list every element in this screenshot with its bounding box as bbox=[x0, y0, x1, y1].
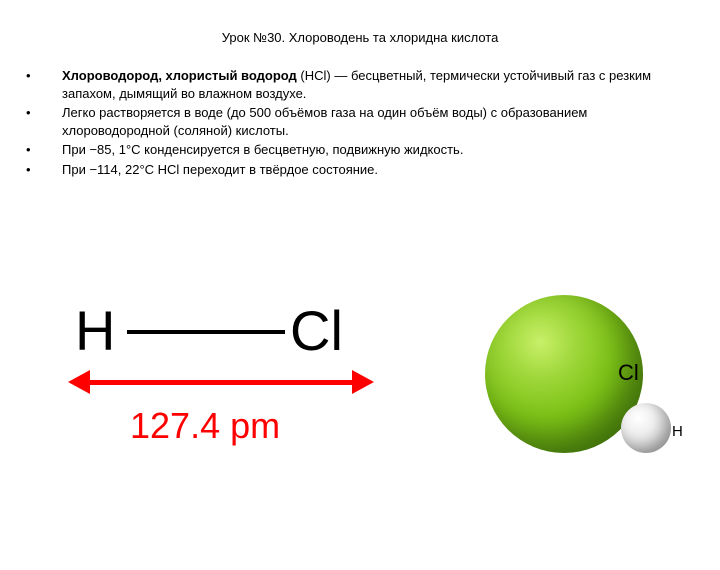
bond-length-label: 127.4 pm bbox=[130, 405, 280, 447]
lesson-title: Урок №30. Хлороводень та хлоридна кислот… bbox=[0, 30, 720, 45]
bullet-bold: Хлороводород, хлористый водород bbox=[62, 68, 297, 83]
bullet-text: При −85, 1°C конденсируется в бесцветную… bbox=[62, 141, 696, 159]
bullet-text: Хлороводород, хлористый водород (HCl) — … bbox=[62, 67, 696, 102]
bond-line bbox=[127, 330, 285, 334]
bullet-text: При −114, 22°C HCl переходит в твёрдое с… bbox=[62, 161, 696, 179]
arrow-line bbox=[85, 380, 357, 385]
bullet-text: Легко растворяется в воде (до 500 объёмо… bbox=[62, 104, 696, 139]
bullet-item: • При −85, 1°C конденсируется в бесцветн… bbox=[26, 141, 696, 159]
hydrogen-atom bbox=[621, 403, 671, 453]
bullet-marker: • bbox=[26, 104, 62, 139]
arrow-right-head bbox=[352, 370, 374, 394]
bullet-item: • При −114, 22°C HCl переходит в твёрдое… bbox=[26, 161, 696, 179]
hydrogen-label: H bbox=[672, 423, 683, 440]
bullet-item: • Легко растворяется в воде (до 500 объё… bbox=[26, 104, 696, 139]
diagram-area: H Cl 127.4 pm Cl H bbox=[60, 310, 660, 550]
formula-cl: Cl bbox=[290, 298, 343, 363]
bullet-item: • Хлороводород, хлористый водород (HCl) … bbox=[26, 67, 696, 102]
chlorine-label: Cl bbox=[618, 360, 639, 386]
molecule-model: Cl H bbox=[475, 285, 695, 485]
bullet-marker: • bbox=[26, 141, 62, 159]
bullet-marker: • bbox=[26, 161, 62, 179]
bullet-list: • Хлороводород, хлористый водород (HCl) … bbox=[26, 67, 696, 178]
formula-h: H bbox=[75, 298, 115, 363]
bullet-marker: • bbox=[26, 67, 62, 102]
